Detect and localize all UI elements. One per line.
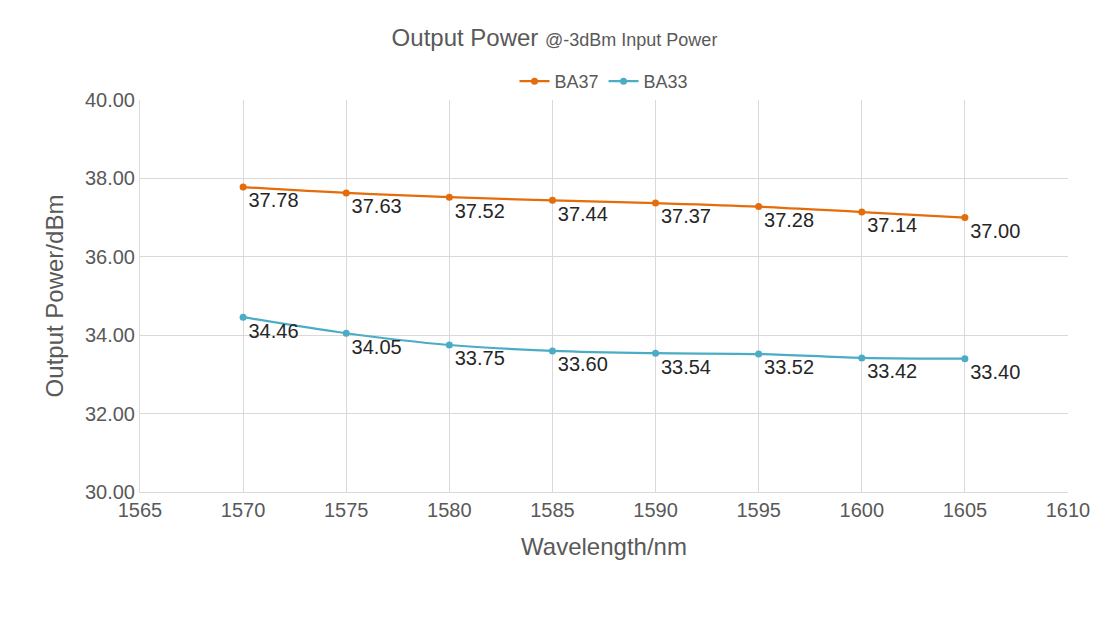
svg-text:1610: 1610	[1046, 499, 1091, 521]
svg-text:Wavelength/nm: Wavelength/nm	[521, 533, 687, 560]
svg-text:37.63: 37.63	[352, 195, 402, 217]
svg-text:1605: 1605	[943, 499, 988, 521]
svg-text:BA37: BA37	[555, 72, 599, 92]
svg-text:38.00: 38.00	[85, 167, 135, 189]
svg-text:34.00: 34.00	[85, 324, 135, 346]
svg-text:37.37: 37.37	[661, 205, 711, 227]
svg-text:33.52: 33.52	[764, 356, 814, 378]
svg-text:34.46: 34.46	[248, 320, 298, 342]
svg-text:Output Power @-3dBm Input Powe: Output Power @-3dBm Input Power	[392, 24, 718, 51]
svg-text:1575: 1575	[324, 499, 369, 521]
svg-text:1570: 1570	[221, 499, 265, 521]
svg-text:1600: 1600	[840, 499, 885, 521]
svg-text:37.78: 37.78	[248, 189, 298, 211]
svg-text:34.05: 34.05	[352, 336, 402, 358]
svg-text:33.75: 33.75	[455, 347, 505, 369]
svg-text:33.40: 33.40	[970, 361, 1020, 383]
svg-text:33.60: 33.60	[558, 353, 608, 375]
svg-text:37.28: 37.28	[764, 209, 814, 231]
svg-text:37.44: 37.44	[558, 203, 608, 225]
svg-text:37.00: 37.00	[970, 220, 1020, 242]
svg-text:36.00: 36.00	[85, 246, 135, 268]
svg-text:1590: 1590	[633, 499, 678, 521]
svg-text:BA33: BA33	[644, 72, 688, 92]
svg-text:1585: 1585	[530, 499, 575, 521]
svg-text:37.14: 37.14	[867, 214, 917, 236]
svg-text:Output Power/dBm: Output Power/dBm	[41, 195, 68, 398]
svg-text:1565: 1565	[118, 499, 163, 521]
svg-text:32.00: 32.00	[85, 403, 135, 425]
svg-text:1595: 1595	[736, 499, 781, 521]
svg-text:1580: 1580	[427, 499, 472, 521]
svg-text:40.00: 40.00	[85, 89, 135, 111]
svg-text:30.00: 30.00	[85, 481, 135, 503]
svg-text:37.52: 37.52	[455, 200, 505, 222]
svg-text:33.42: 33.42	[867, 360, 917, 382]
svg-text:33.54: 33.54	[661, 356, 711, 378]
